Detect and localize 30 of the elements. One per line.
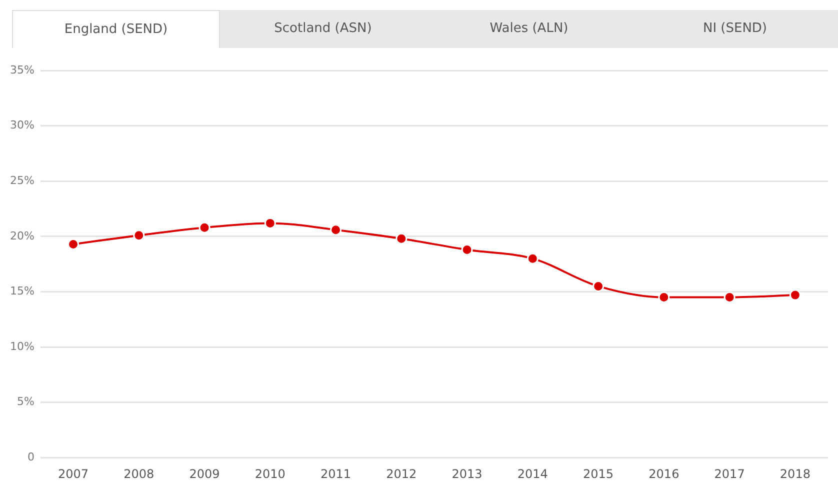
point bbox=[198, 222, 210, 234]
y-tick-label: 10% bbox=[10, 340, 34, 353]
point bbox=[133, 230, 145, 242]
x-tick-label: 2009 bbox=[189, 466, 220, 481]
y-tick-label: 0 bbox=[27, 450, 34, 464]
point bbox=[330, 224, 342, 236]
y-tick-label: 35% bbox=[10, 63, 34, 76]
x-tick-label: 2017 bbox=[714, 466, 745, 481]
point bbox=[396, 232, 408, 244]
y-tick-label: 5% bbox=[16, 395, 34, 408]
y-tick-label: 30% bbox=[10, 118, 34, 132]
point bbox=[789, 289, 801, 301]
x-tick-label: 2007 bbox=[58, 466, 89, 481]
text: England (SEND) bbox=[12, 10, 220, 48]
point bbox=[526, 252, 538, 264]
x-tick-label: 2011 bbox=[320, 466, 352, 481]
text: Wales (ALN) bbox=[488, 20, 570, 38]
x-tick-label: 2014 bbox=[517, 466, 548, 481]
x-tick-label: 2008 bbox=[124, 466, 154, 481]
y-tick-label: 15% bbox=[10, 284, 34, 298]
x-tick-label: 2013 bbox=[452, 466, 482, 481]
text: Scotland (ASN) bbox=[273, 20, 373, 38]
y-tick-label: 20% bbox=[10, 229, 34, 242]
x-tick-label: 2010 bbox=[254, 466, 286, 481]
x-tick-label: 2018 bbox=[780, 466, 810, 481]
x-tick-label: 2012 bbox=[386, 466, 417, 481]
text: NI (SEND) bbox=[702, 20, 768, 38]
x-tick-label: 2015 bbox=[583, 466, 614, 481]
x-tick-label: 2016 bbox=[648, 466, 680, 481]
y-tick-label: 25% bbox=[10, 174, 34, 188]
